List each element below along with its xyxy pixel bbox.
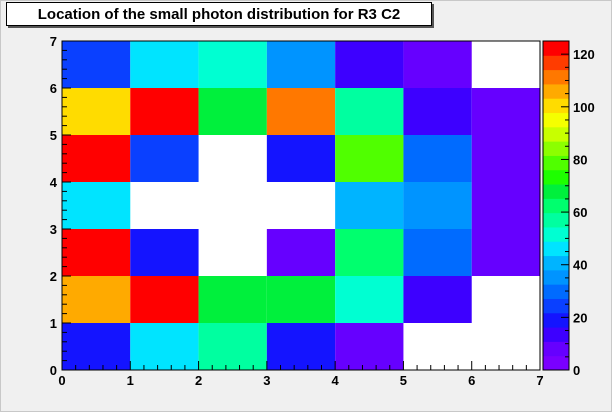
color-scale-band	[543, 69, 569, 85]
color-scale-band	[543, 355, 569, 371]
color-scale-band	[543, 155, 569, 171]
y-tick-label: 5	[50, 128, 57, 143]
heatmap-cell	[266, 276, 336, 323]
color-scale-band	[543, 98, 569, 114]
heatmap-cell	[403, 229, 472, 276]
plot-area-frame	[61, 40, 541, 371]
heatmap-cell	[335, 41, 404, 88]
color-scale-band	[543, 55, 569, 71]
heatmap-cell	[471, 229, 540, 276]
heatmap-cell	[471, 135, 540, 182]
heatmap-cell	[266, 229, 336, 276]
y-tick-label: 6	[50, 81, 57, 96]
x-tick-label: 4	[332, 373, 340, 388]
heatmap-cell	[403, 182, 472, 229]
color-scale-band	[543, 327, 569, 342]
color-scale-label: 40	[573, 258, 587, 273]
color-scale-band	[543, 255, 569, 271]
color-scale-label: 20	[573, 310, 587, 325]
color-scale-band	[543, 198, 569, 214]
heatmap-cell	[403, 88, 472, 135]
heatmap-cell	[198, 41, 267, 88]
heatmap-cell	[62, 276, 131, 323]
heatmap-cell	[198, 323, 267, 370]
heatmap-cell	[335, 88, 404, 135]
heatmap-cell	[471, 88, 540, 135]
y-tick-label: 4	[50, 175, 58, 190]
color-scale-band	[543, 126, 569, 142]
color-scale-label: 120	[573, 47, 595, 62]
color-scale-band	[543, 169, 569, 185]
heatmap-cell	[471, 182, 540, 229]
color-scale-band	[543, 41, 569, 56]
y-tick-label: 0	[50, 363, 57, 378]
color-scale-label: 80	[573, 152, 587, 167]
y-tick-label: 7	[50, 34, 57, 49]
heatmap-cell	[62, 323, 131, 370]
heatmap-cell	[62, 182, 131, 229]
heatmap-cell	[62, 135, 131, 182]
x-tick-label: 7	[536, 373, 543, 388]
color-scale-label: 60	[573, 205, 587, 220]
heatmap-cells	[62, 41, 540, 370]
heatmap-cell	[198, 276, 267, 323]
color-scale-band	[543, 141, 569, 156]
heatmap-cell	[403, 135, 472, 182]
y-tick-label: 3	[50, 222, 57, 237]
heatmap-cell	[62, 229, 131, 276]
x-tick-label: 5	[400, 373, 407, 388]
heatmap-cell	[130, 135, 199, 182]
heatmap-cell	[130, 229, 199, 276]
chart-title: Location of the small photon distributio…	[6, 2, 432, 26]
heatmap-cell	[335, 276, 404, 323]
color-scale-band	[543, 269, 569, 285]
x-tick-label: 3	[263, 373, 270, 388]
color-scale-band	[543, 284, 569, 299]
color-scale-label: 100	[573, 100, 595, 115]
heatmap-cell	[130, 323, 199, 370]
color-scale-frame	[542, 40, 570, 371]
x-tick-label: 0	[58, 373, 65, 388]
heatmap-cell	[130, 88, 199, 135]
color-scale-label: 0	[573, 363, 580, 378]
x-axis: 0 1 2 3 4 5 6 7	[58, 361, 544, 388]
color-scale-band	[543, 298, 569, 314]
color-scale-band	[543, 341, 569, 357]
color-scale-band	[543, 312, 569, 328]
heatmap-cell	[403, 276, 472, 323]
heatmap-cell	[130, 41, 199, 88]
color-scale-band	[543, 241, 569, 257]
heatmap-cell	[266, 135, 336, 182]
heatmap-cell	[335, 229, 404, 276]
color-scale-band	[543, 112, 569, 128]
heatmap-cell	[62, 41, 131, 88]
heatmap-cell	[403, 41, 472, 88]
x-tick-label: 1	[127, 373, 134, 388]
heatmap-cell	[130, 276, 199, 323]
heatmap-cell	[266, 41, 336, 88]
heatmap-cell	[266, 88, 336, 135]
heatmap-cell	[198, 88, 267, 135]
y-axis: 0 1 2 3 4 5 6 7	[50, 34, 71, 378]
heatmap-cell	[335, 323, 404, 370]
y-tick-label: 1	[50, 316, 57, 331]
heatmap-cell	[62, 88, 131, 135]
heatmap-cell	[266, 323, 336, 370]
x-tick-label: 2	[195, 373, 202, 388]
color-scale-band	[543, 212, 569, 228]
color-scale: 0 20 40 60 80 100 120	[542, 40, 595, 378]
color-scale-band	[543, 226, 569, 242]
x-tick-label: 6	[468, 373, 475, 388]
heatmap-cell	[335, 182, 404, 229]
y-tick-label: 2	[50, 269, 57, 284]
heatmap-cell	[335, 135, 404, 182]
color-scale-band	[543, 184, 569, 199]
color-scale-band	[543, 83, 569, 99]
